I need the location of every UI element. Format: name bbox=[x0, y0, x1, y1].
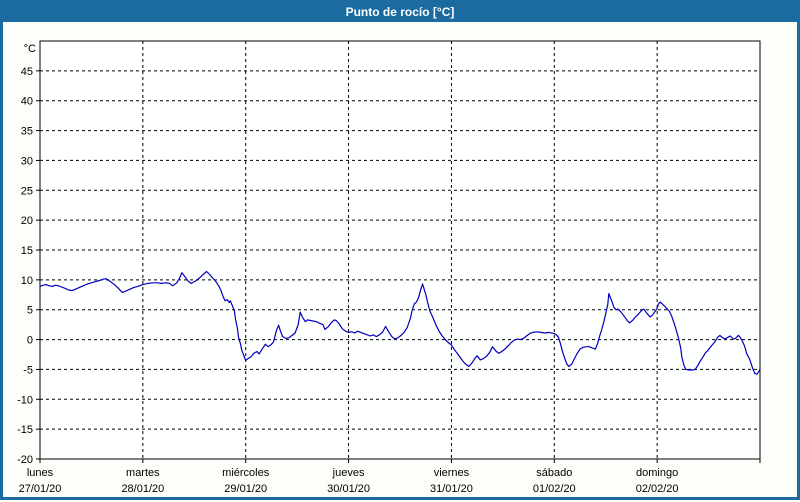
dewpoint-series-line bbox=[39, 270, 761, 375]
y-tick-label: -20 bbox=[17, 454, 33, 466]
y-tick-label: -15 bbox=[17, 424, 33, 436]
x-axis-date-label: 02/02/20 bbox=[636, 483, 679, 495]
x-axis-date-label: 27/01/20 bbox=[19, 483, 62, 495]
title-bar: Punto de rocío [°C] bbox=[3, 3, 797, 22]
page-title: Punto de rocío [°C] bbox=[345, 5, 455, 19]
x-axis-date-label: 28/01/20 bbox=[121, 483, 164, 495]
x-axis-day-label: domingo bbox=[636, 467, 678, 479]
y-tick-label: 25 bbox=[21, 185, 33, 197]
x-axis-date-label: 29/01/20 bbox=[224, 483, 267, 495]
x-axis-day-label: lunes bbox=[27, 467, 54, 479]
y-tick-label: 15 bbox=[21, 245, 33, 257]
chart-area: 45 40 35 30 25 20 15 10 5 0 -5 -10 -15 -20 °C lunes 27/0… bbox=[3, 22, 797, 497]
y-tick-label: -5 bbox=[23, 364, 33, 376]
y-tick-label: 30 bbox=[21, 155, 33, 167]
y-tick-label: 5 bbox=[27, 305, 33, 317]
y-tick-label: 45 bbox=[21, 66, 33, 78]
x-axis-date-label: 30/01/20 bbox=[327, 483, 370, 495]
y-tick-label: 40 bbox=[21, 96, 33, 108]
x-axis-day-label: martes bbox=[126, 467, 160, 479]
x-axis-day-label: sábado bbox=[536, 467, 572, 479]
y-tick-label: 10 bbox=[21, 275, 33, 287]
plot-frame bbox=[39, 40, 761, 460]
x-axis-day-label: viernes bbox=[434, 467, 470, 479]
y-tick-label: 20 bbox=[21, 215, 33, 227]
y-tick-label: 0 bbox=[27, 335, 33, 347]
x-axis-day-label: miércoles bbox=[222, 467, 270, 479]
dewpoint-line-chart: 45 40 35 30 25 20 15 10 5 0 -5 -10 -15 -20 °C lunes 27/0… bbox=[17, 40, 761, 495]
y-axis-unit-label: °C bbox=[24, 43, 36, 55]
y-tick-label: -10 bbox=[17, 394, 33, 406]
y-tick-label: 35 bbox=[21, 126, 33, 138]
x-axis-date-label: 01/02/20 bbox=[533, 483, 576, 495]
x-axis-day-label: jueves bbox=[332, 467, 365, 479]
x-axis-date-label: 31/01/20 bbox=[430, 483, 473, 495]
